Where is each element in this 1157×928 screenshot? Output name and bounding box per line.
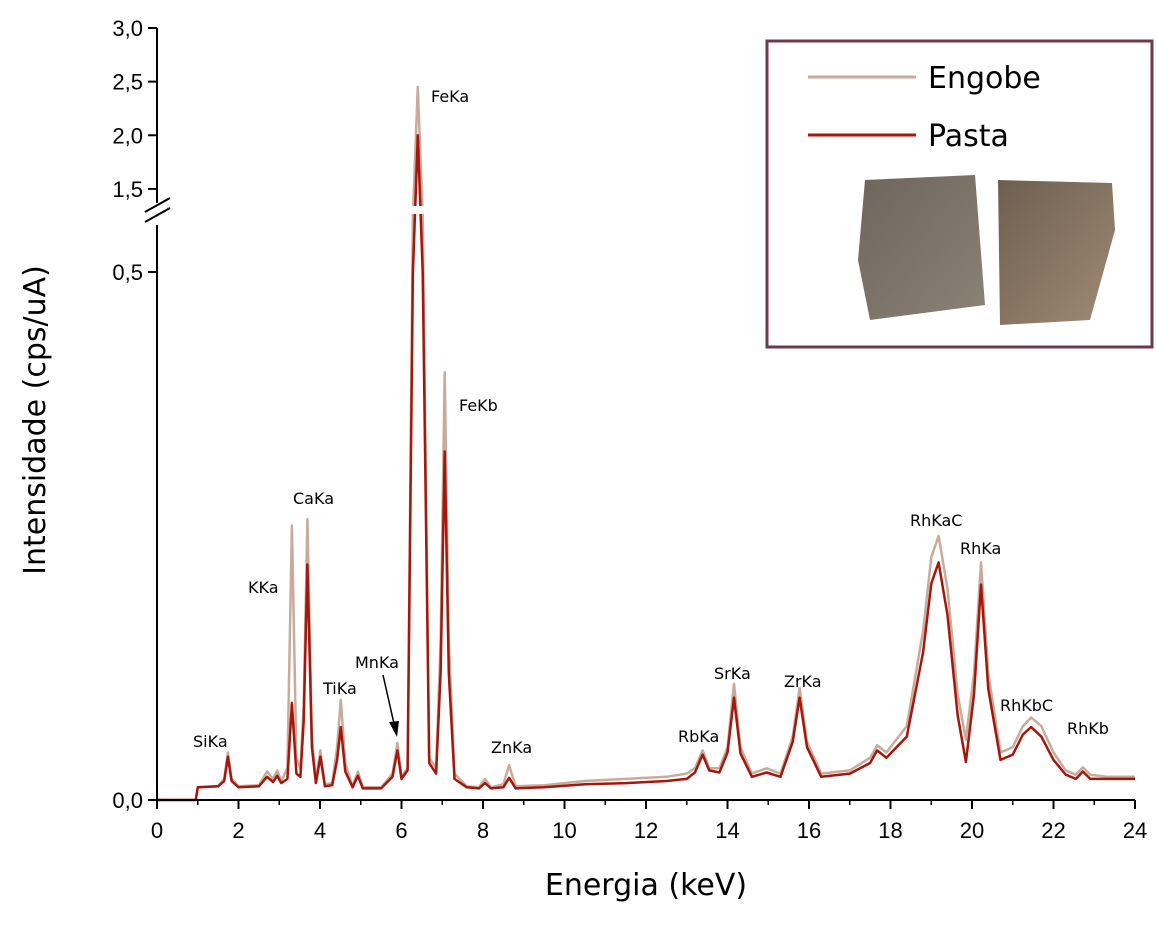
break-gap: [409, 206, 426, 214]
y-tick-label: 3,0: [112, 16, 143, 41]
peak-label: ZnKa: [491, 738, 532, 757]
x-tick-label: 16: [797, 818, 821, 843]
arrow-head: [389, 721, 399, 737]
legend-label: Engobe: [928, 61, 1041, 96]
peak-label: SrKa: [714, 664, 751, 683]
plot-area: [157, 85, 1135, 802]
peak-label: KKa: [248, 578, 279, 597]
x-axis-title: Energia (keV): [545, 868, 747, 903]
peak-label: SiKa: [193, 732, 228, 751]
x-tick-label: 8: [477, 818, 489, 843]
sherd-photo: [858, 175, 985, 320]
peak-label: RbKa: [678, 727, 719, 746]
peak-label: RhKa: [960, 539, 1001, 558]
x-tick-label: 2: [232, 818, 244, 843]
x-tick-label: 12: [634, 818, 658, 843]
peak-label: RhKaC: [910, 511, 962, 530]
x-tick-label: 6: [395, 818, 407, 843]
x-tick-label: 10: [552, 818, 576, 843]
x-tick-label: 22: [1041, 818, 1065, 843]
y-tick-label: 0,5: [112, 260, 143, 285]
x-tick-label: 20: [960, 818, 984, 843]
legend-label: Pasta: [928, 119, 1009, 154]
y-axis-title: Intensidade (cps/uA): [18, 265, 53, 575]
sherd-photo: [998, 180, 1115, 325]
legend: Engobe Pasta: [765, 39, 1154, 349]
peak-label: MnKa: [355, 653, 399, 672]
x-tick-label: 0: [151, 818, 163, 843]
spectrum-line: [157, 85, 1135, 802]
x-tick-label: 24: [1123, 818, 1147, 843]
peak-label: RhKb: [1067, 719, 1109, 738]
x-tick-label: 4: [314, 818, 326, 843]
peak-label: ZrKa: [784, 672, 822, 691]
peak-label: CaKa: [293, 489, 334, 508]
spectrum-line: [157, 134, 1135, 802]
x-tick-label: 14: [715, 818, 739, 843]
axis-break: [144, 197, 171, 223]
peak-label: FeKb: [459, 396, 498, 415]
arrow: [382, 674, 396, 729]
y-tick-label: 1,5: [112, 177, 143, 202]
peak-label: TiKa: [322, 679, 357, 698]
peak-label: FeKa: [431, 87, 469, 106]
peak-label: RhKbC: [1000, 696, 1053, 715]
y-tick-label: 2,0: [112, 123, 143, 148]
x-tick-label: 18: [878, 818, 902, 843]
y-tick-label: 0,0: [112, 788, 143, 813]
y-tick-label: 2,5: [112, 70, 143, 95]
